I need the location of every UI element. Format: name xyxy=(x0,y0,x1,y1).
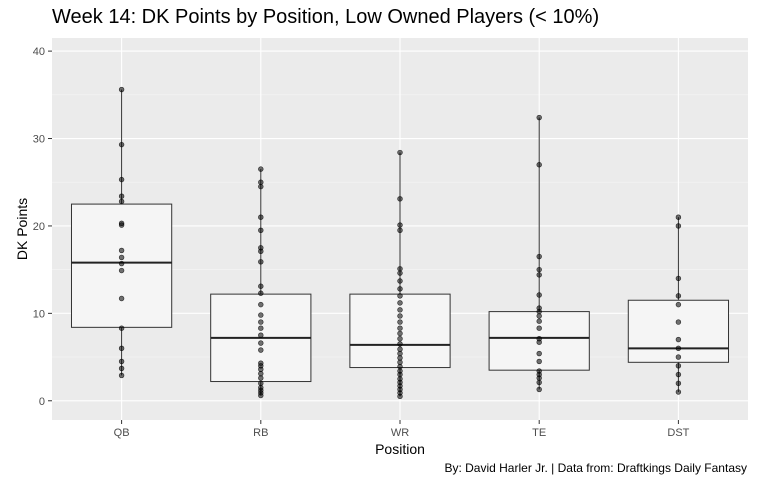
data-point-qb xyxy=(118,247,125,254)
x-axis-title: Position xyxy=(375,441,425,457)
data-point-wr xyxy=(397,266,403,272)
y-tick-label: 20 xyxy=(33,221,45,233)
data-point-qb xyxy=(118,358,125,365)
data-point-dst xyxy=(675,293,682,299)
data-point-te xyxy=(536,292,542,298)
data-point-wr xyxy=(397,278,403,284)
data-point-qb xyxy=(118,193,125,199)
data-point-qb xyxy=(118,86,125,93)
data-point-rb xyxy=(258,332,264,338)
x-tick-label: QB xyxy=(114,427,130,439)
data-point-te xyxy=(536,368,542,374)
data-point-wr xyxy=(397,300,403,306)
data-point-qb xyxy=(118,345,125,352)
data-point-te xyxy=(536,386,542,393)
y-tick-label: 0 xyxy=(39,396,45,408)
data-point-qb xyxy=(118,295,125,302)
data-point-dst xyxy=(675,371,682,378)
data-point-rb xyxy=(258,179,264,185)
data-point-dst xyxy=(675,363,682,369)
data-point-te xyxy=(536,358,542,365)
data-point-rb xyxy=(258,166,264,172)
data-point-wr xyxy=(397,227,403,234)
chart-caption: By: David Harler Jr. | Data from: Draftk… xyxy=(444,461,747,475)
data-point-rb xyxy=(258,325,264,331)
data-point-wr xyxy=(397,286,403,292)
data-point-qb xyxy=(118,198,125,205)
data-point-rb xyxy=(258,380,264,386)
data-point-dst xyxy=(675,214,682,220)
data-point-te xyxy=(536,336,542,342)
data-point-rb xyxy=(258,319,264,325)
data-point-rb xyxy=(258,360,264,366)
data-point-rb xyxy=(258,340,264,346)
data-point-wr xyxy=(397,319,403,325)
x-tick-label: DST xyxy=(667,427,689,439)
data-point-rb xyxy=(258,245,264,251)
data-point-wr xyxy=(397,325,403,331)
x-tick-label: WR xyxy=(391,427,409,439)
data-point-qb xyxy=(118,260,125,267)
y-tick-label: 10 xyxy=(33,308,45,320)
x-tick-label: TE xyxy=(532,427,546,439)
data-point-rb xyxy=(258,227,264,234)
data-point-wr xyxy=(397,222,403,228)
data-point-qb xyxy=(118,176,125,183)
box-dst xyxy=(627,299,730,363)
data-point-rb xyxy=(258,301,264,308)
data-point-dst xyxy=(675,301,682,308)
data-point-qb xyxy=(118,267,125,274)
y-axis-title: DK Points xyxy=(14,198,30,260)
data-point-dst xyxy=(675,389,682,395)
data-point-te xyxy=(536,318,542,324)
data-point-rb xyxy=(258,259,264,265)
data-point-dst xyxy=(675,275,682,282)
data-point-rb xyxy=(258,283,264,289)
data-point-wr xyxy=(397,307,403,313)
data-point-qb xyxy=(118,141,125,148)
data-point-te xyxy=(536,162,542,168)
data-point-qb xyxy=(118,254,125,261)
data-point-te xyxy=(536,114,542,121)
data-point-wr xyxy=(397,330,403,337)
x-tick-label: RB xyxy=(253,427,268,439)
data-point-qb xyxy=(118,372,125,379)
y-tick-label: 40 xyxy=(33,46,45,58)
data-point-rb xyxy=(258,347,264,353)
data-point-te xyxy=(536,350,542,357)
data-point-te xyxy=(536,325,542,331)
data-point-rb xyxy=(258,312,264,318)
data-point-wr xyxy=(397,346,403,352)
data-point-qb xyxy=(118,365,125,372)
data-point-wr xyxy=(397,196,403,202)
data-point-te xyxy=(536,266,542,273)
data-point-te xyxy=(536,272,542,278)
data-point-wr xyxy=(397,341,403,347)
y-tick-label: 30 xyxy=(33,134,45,146)
data-point-qb xyxy=(118,325,125,331)
data-point-wr xyxy=(397,336,403,342)
data-point-rb xyxy=(258,290,264,296)
data-point-wr xyxy=(397,293,403,299)
data-point-dst xyxy=(675,336,682,343)
data-point-dst xyxy=(675,345,682,352)
data-point-qb xyxy=(118,220,125,227)
data-point-rb xyxy=(258,214,264,220)
data-point-dst xyxy=(675,319,682,325)
data-point-dst xyxy=(675,380,682,386)
data-point-dst xyxy=(675,223,682,229)
data-point-te xyxy=(536,253,542,260)
data-point-dst xyxy=(675,354,682,360)
chart-title: Week 14: DK Points by Position, Low Owne… xyxy=(52,6,600,28)
data-point-wr xyxy=(397,149,403,156)
data-point-te xyxy=(536,305,542,311)
data-point-wr xyxy=(397,313,403,319)
